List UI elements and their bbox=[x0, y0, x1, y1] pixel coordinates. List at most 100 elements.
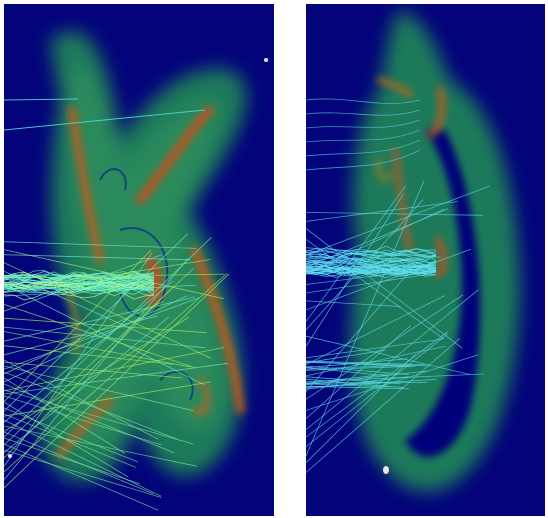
streamline bbox=[306, 185, 490, 256]
streamline bbox=[306, 373, 389, 384]
streamline bbox=[306, 269, 425, 285]
streamline bbox=[4, 249, 152, 402]
streamline bbox=[306, 367, 388, 377]
streamline bbox=[306, 365, 409, 375]
streamline bbox=[306, 201, 458, 222]
streamline bbox=[4, 254, 162, 312]
streamline bbox=[4, 280, 155, 289]
streamline bbox=[306, 266, 437, 276]
streamline bbox=[306, 385, 410, 390]
streamline bbox=[306, 119, 421, 129]
streamline bbox=[4, 275, 155, 286]
streamline bbox=[4, 297, 200, 370]
streamline bbox=[4, 271, 155, 279]
streamline bbox=[4, 449, 162, 498]
streamline bbox=[4, 359, 159, 440]
streamline bbox=[4, 407, 139, 463]
streamline bbox=[4, 237, 212, 438]
high-density-streaks bbox=[376, 77, 447, 278]
streamline bbox=[306, 129, 421, 143]
streamline bbox=[306, 192, 405, 347]
streamline bbox=[306, 295, 445, 365]
streamline bbox=[306, 345, 446, 377]
streamline bbox=[306, 370, 427, 386]
streamline bbox=[4, 241, 197, 249]
streamline bbox=[306, 185, 407, 322]
streamline bbox=[306, 212, 484, 216]
streamline bbox=[306, 208, 445, 275]
streamline bbox=[4, 347, 225, 392]
streamline bbox=[306, 373, 485, 383]
streamline bbox=[4, 280, 174, 423]
density-blob bbox=[350, 10, 520, 492]
streamline bbox=[4, 259, 211, 294]
streamline bbox=[4, 272, 155, 282]
streamline bbox=[4, 273, 225, 279]
streamline bbox=[306, 289, 479, 430]
streamline bbox=[306, 383, 390, 388]
streamline bbox=[306, 365, 416, 371]
streamline bbox=[306, 245, 437, 255]
streamline bbox=[4, 249, 224, 300]
streamline bbox=[306, 274, 428, 294]
streamline bbox=[4, 254, 191, 261]
streamline bbox=[306, 349, 386, 364]
streamline bbox=[4, 273, 228, 473]
streamline bbox=[306, 249, 437, 259]
particle bbox=[383, 466, 389, 474]
streamline bbox=[306, 98, 421, 104]
streamline bbox=[306, 228, 463, 349]
streamline bbox=[4, 331, 191, 368]
streamline bbox=[306, 180, 425, 457]
left-panel bbox=[4, 4, 274, 516]
streamlines bbox=[306, 98, 490, 473]
streamline bbox=[4, 425, 198, 467]
particle bbox=[264, 58, 268, 62]
streamline bbox=[4, 419, 162, 497]
streamline bbox=[4, 395, 162, 446]
streamline bbox=[4, 383, 175, 454]
streamline bbox=[4, 270, 158, 342]
streamline bbox=[4, 280, 155, 290]
streamline bbox=[4, 437, 141, 485]
streamline bbox=[4, 365, 194, 412]
streamline bbox=[306, 270, 437, 277]
streamline bbox=[306, 333, 448, 447]
streamline bbox=[4, 262, 212, 359]
streamline bbox=[306, 265, 437, 275]
streamline bbox=[306, 361, 430, 367]
streamlines bbox=[4, 98, 230, 511]
streamline bbox=[4, 371, 177, 440]
streamline bbox=[4, 317, 207, 334]
streamline bbox=[4, 443, 159, 511]
streamline bbox=[4, 413, 136, 468]
density-blob bbox=[41, 31, 247, 482]
streamline bbox=[306, 331, 449, 438]
streamline bbox=[4, 258, 189, 481]
streamline bbox=[4, 289, 171, 459]
streamline bbox=[4, 233, 188, 412]
streamline bbox=[306, 264, 437, 271]
streamline bbox=[4, 361, 183, 379]
streamline bbox=[4, 285, 155, 294]
streamline bbox=[306, 139, 421, 157]
streamline bbox=[4, 109, 206, 131]
streamline bbox=[4, 273, 230, 489]
streamline bbox=[306, 325, 412, 419]
streamline bbox=[306, 335, 470, 375]
streamline bbox=[4, 285, 155, 297]
particle bbox=[8, 454, 12, 458]
streamline bbox=[306, 262, 418, 392]
streamline bbox=[4, 326, 206, 349]
streamline bbox=[306, 149, 421, 171]
streamline bbox=[306, 247, 441, 258]
streamline bbox=[306, 259, 437, 267]
streamline bbox=[4, 389, 194, 445]
streamline bbox=[306, 300, 401, 307]
streamline bbox=[4, 362, 229, 395]
streamline bbox=[4, 295, 188, 383]
streamline bbox=[4, 304, 196, 369]
streamline bbox=[4, 300, 164, 375]
